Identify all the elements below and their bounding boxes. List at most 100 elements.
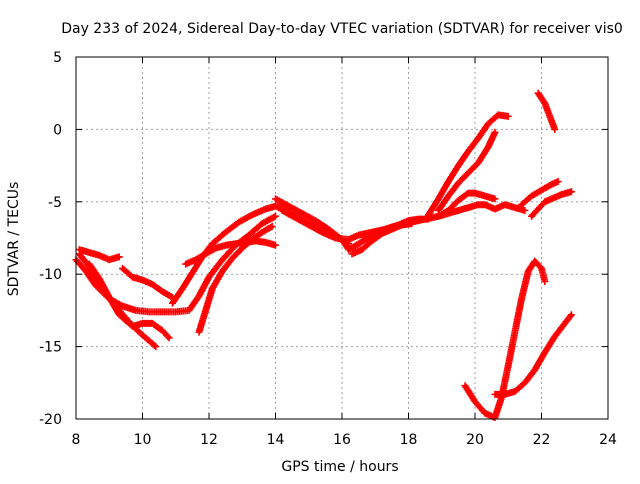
data-point — [118, 313, 121, 316]
data-point — [261, 222, 264, 225]
data-point — [467, 149, 470, 153]
data-point — [493, 131, 497, 134]
axis-ticks: 8 10 12 14 16 18 20 22 24 -20 -15 -10 -5 0 5 — [39, 50, 617, 448]
chart-title: Day 233 of 2024, Sidereal Day-to-day VTE… — [61, 21, 623, 37]
data-point — [473, 400, 477, 403]
data-point — [131, 325, 134, 328]
data-point — [483, 194, 487, 198]
data-point — [523, 381, 527, 384]
data-point — [553, 196, 556, 199]
data-point — [118, 255, 121, 259]
data-point — [533, 259, 537, 263]
data-point — [560, 193, 563, 196]
data-point — [540, 189, 543, 192]
data-point — [234, 242, 237, 245]
series-arc-14 — [434, 201, 529, 220]
series-arc-5 — [119, 264, 176, 301]
data-point — [550, 183, 553, 186]
data-point — [447, 212, 450, 215]
series-arc-19 — [491, 311, 575, 398]
data-point — [161, 290, 164, 293]
data-point — [427, 217, 430, 221]
series-arc-17 — [534, 89, 559, 133]
data-point — [264, 207, 267, 211]
x-tick-label: 24 — [599, 432, 617, 448]
series-arc-3 — [85, 260, 173, 342]
data-point — [477, 203, 480, 206]
data-point — [570, 313, 573, 316]
data-point — [137, 330, 141, 334]
data-point — [151, 283, 154, 286]
data-point — [287, 204, 290, 208]
data-point — [543, 200, 547, 203]
series-arc-4 — [75, 246, 123, 264]
data-point — [540, 267, 543, 270]
data-point — [530, 194, 533, 198]
data-point — [483, 203, 487, 206]
data-point — [487, 122, 490, 125]
data-point — [503, 393, 507, 396]
data-point — [244, 241, 247, 244]
series-markers — [168, 202, 353, 307]
series-markers — [518, 178, 562, 209]
data-point — [161, 310, 164, 314]
series-arc-8 — [182, 237, 279, 268]
data-point — [483, 412, 487, 415]
data-point — [231, 257, 234, 260]
data-point — [264, 241, 267, 244]
data-point — [357, 233, 360, 237]
data-point — [207, 275, 211, 279]
data-point — [347, 248, 350, 251]
data-point — [536, 92, 540, 95]
data-point — [161, 329, 164, 332]
data-point — [204, 309, 207, 312]
data-point — [94, 284, 98, 287]
data-point — [184, 262, 187, 266]
data-point — [477, 161, 480, 164]
data-point — [457, 164, 460, 167]
data-point — [88, 251, 91, 254]
y-tick-label: -10 — [39, 267, 62, 283]
data-point — [334, 236, 337, 240]
data-point — [410, 222, 414, 225]
series-markers — [534, 89, 559, 133]
data-point — [437, 215, 440, 218]
data-point — [241, 246, 244, 250]
data-point — [543, 351, 547, 354]
data-point — [237, 220, 241, 224]
data-point — [221, 258, 224, 261]
y-tick-label: -20 — [39, 412, 62, 428]
y-tick-label: 5 — [53, 50, 62, 66]
x-tick-label: 14 — [267, 432, 285, 448]
data-point — [154, 345, 157, 348]
data-point — [370, 239, 374, 243]
data-point — [147, 310, 151, 314]
data-point — [493, 393, 497, 396]
data-point — [503, 203, 507, 206]
data-point — [357, 242, 360, 245]
data-point — [167, 336, 171, 340]
data-point — [88, 262, 91, 266]
data-point — [181, 287, 184, 290]
data-point — [507, 115, 510, 118]
data-point — [224, 231, 227, 234]
data-point — [473, 191, 477, 195]
series-arc-16 — [518, 178, 562, 209]
data-point — [300, 212, 304, 215]
data-point — [400, 223, 404, 227]
data-point — [533, 368, 537, 371]
data-point — [523, 209, 527, 212]
data-point — [520, 203, 523, 206]
data-point — [121, 267, 124, 270]
data-point — [98, 277, 101, 280]
data-point — [527, 270, 530, 273]
grid — [76, 57, 608, 419]
data-point — [280, 209, 284, 212]
data-point — [370, 231, 374, 234]
y-tick-label: -15 — [39, 340, 62, 356]
data-point — [98, 254, 101, 257]
data-point — [543, 280, 547, 283]
data-point — [437, 209, 440, 212]
